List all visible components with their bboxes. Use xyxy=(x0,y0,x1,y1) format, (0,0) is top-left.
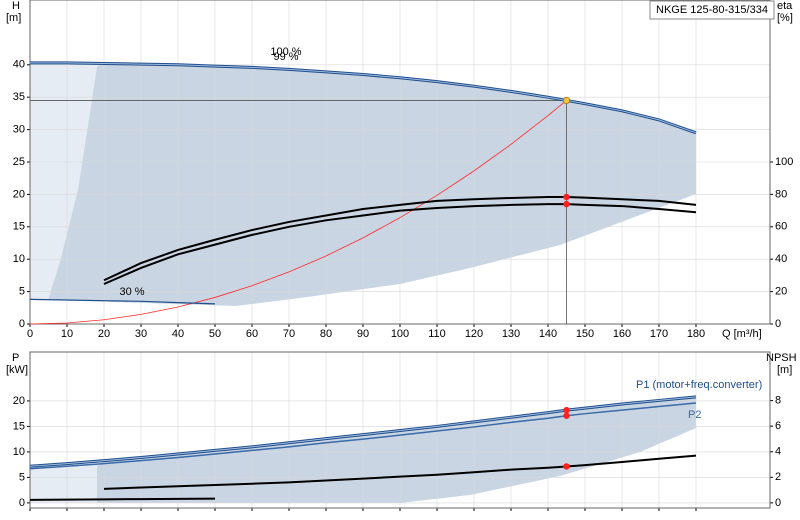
operating-point xyxy=(563,406,570,414)
x-tick-label: 140 xyxy=(539,328,557,340)
series-label: P1 (motor+freq.converter) xyxy=(636,379,762,391)
x-tick-label: 90 xyxy=(357,328,369,340)
y2-tick-label: 0 xyxy=(775,497,781,509)
x-tick-label: 100 xyxy=(391,328,409,340)
curve-highlight xyxy=(30,62,697,134)
annotation: 99 % xyxy=(273,51,298,63)
curve xyxy=(29,402,697,470)
x-tick-label: 60 xyxy=(246,328,258,340)
x-tick-label: 20 xyxy=(98,328,110,340)
operating-point xyxy=(562,96,571,105)
plot-frame xyxy=(29,351,771,509)
y-tick-label: 30 xyxy=(13,124,25,136)
y2-tick-label: 6 xyxy=(775,420,781,432)
x-tick-label: 80 xyxy=(320,328,332,340)
y-tick-label: 40 xyxy=(13,59,25,71)
y-tick-label: 0 xyxy=(19,497,25,509)
y2-axis-label: eta xyxy=(777,0,793,12)
x-tick-label: 10 xyxy=(61,328,73,340)
y2-tick-label: 80 xyxy=(775,188,787,200)
chart-title: NKGE 125-80-315/334 xyxy=(656,4,768,16)
y2-tick-label: 100 xyxy=(775,156,793,168)
title-box xyxy=(649,0,775,20)
y2-axis-unit: [m] xyxy=(777,364,792,376)
operating-point xyxy=(563,200,570,208)
y2-tick-label: 2 xyxy=(775,471,781,483)
y-tick-label: 20 xyxy=(13,395,25,407)
x-tick-label: 180 xyxy=(687,328,705,340)
plot-frame xyxy=(29,0,771,325)
annotation: 100 % xyxy=(270,46,301,58)
curve-highlight xyxy=(29,396,697,467)
operating-point xyxy=(563,193,570,201)
curve xyxy=(103,203,697,285)
x-axis-label: Q [m³/h] xyxy=(722,328,762,340)
y-tick-label: 5 xyxy=(19,471,25,483)
operating-point xyxy=(563,463,570,470)
x-tick-label: 120 xyxy=(465,328,483,340)
x-tick-label: 130 xyxy=(502,328,520,340)
y2-tick-label: 60 xyxy=(775,221,787,233)
x-tick-label: 0 xyxy=(27,328,33,340)
annotation: 30 % xyxy=(119,286,144,298)
curve xyxy=(29,298,216,305)
y2-tick-label: 20 xyxy=(775,286,787,298)
x-tick-label: 170 xyxy=(650,328,668,340)
y-tick-label: 10 xyxy=(13,253,25,265)
range-fade xyxy=(30,64,97,300)
y-tick-label: 35 xyxy=(13,91,25,103)
x-tick-label: 30 xyxy=(135,328,147,340)
y-tick-label: 15 xyxy=(13,221,25,233)
y-tick-label: 0 xyxy=(19,318,25,330)
y-tick-label: 5 xyxy=(19,286,25,298)
curve xyxy=(103,195,697,282)
y2-axis-label: NPSH xyxy=(766,352,797,364)
y-axis-label: P xyxy=(12,352,19,364)
curve xyxy=(103,454,697,490)
y-tick-label: 10 xyxy=(13,446,25,458)
y2-tick-label: 8 xyxy=(775,394,781,406)
x-tick-label: 160 xyxy=(613,328,631,340)
y2-tick-label: 4 xyxy=(775,446,781,458)
series-label: P2 xyxy=(688,409,701,421)
range-fade xyxy=(30,462,97,503)
x-tick-label: 40 xyxy=(172,328,184,340)
curve xyxy=(29,497,216,501)
curve xyxy=(29,100,567,325)
y-tick-label: 15 xyxy=(13,420,25,432)
x-tick-label: 150 xyxy=(576,328,594,340)
x-tick-label: 70 xyxy=(283,328,295,340)
x-tick-label: 110 xyxy=(428,328,446,340)
y-tick-label: 25 xyxy=(13,156,25,168)
y-axis-unit: [kW] xyxy=(6,364,28,376)
y-axis-unit: [m] xyxy=(6,12,21,24)
y2-axis-unit: [%] xyxy=(777,12,793,24)
y-axis-label: H xyxy=(12,0,20,12)
operating-range xyxy=(97,396,696,503)
y2-tick-label: 40 xyxy=(775,253,787,265)
y2-tick-label: 0 xyxy=(775,318,781,330)
operating-point xyxy=(563,412,570,419)
y-tick-label: 20 xyxy=(13,188,25,200)
x-tick-label: 50 xyxy=(209,328,221,340)
